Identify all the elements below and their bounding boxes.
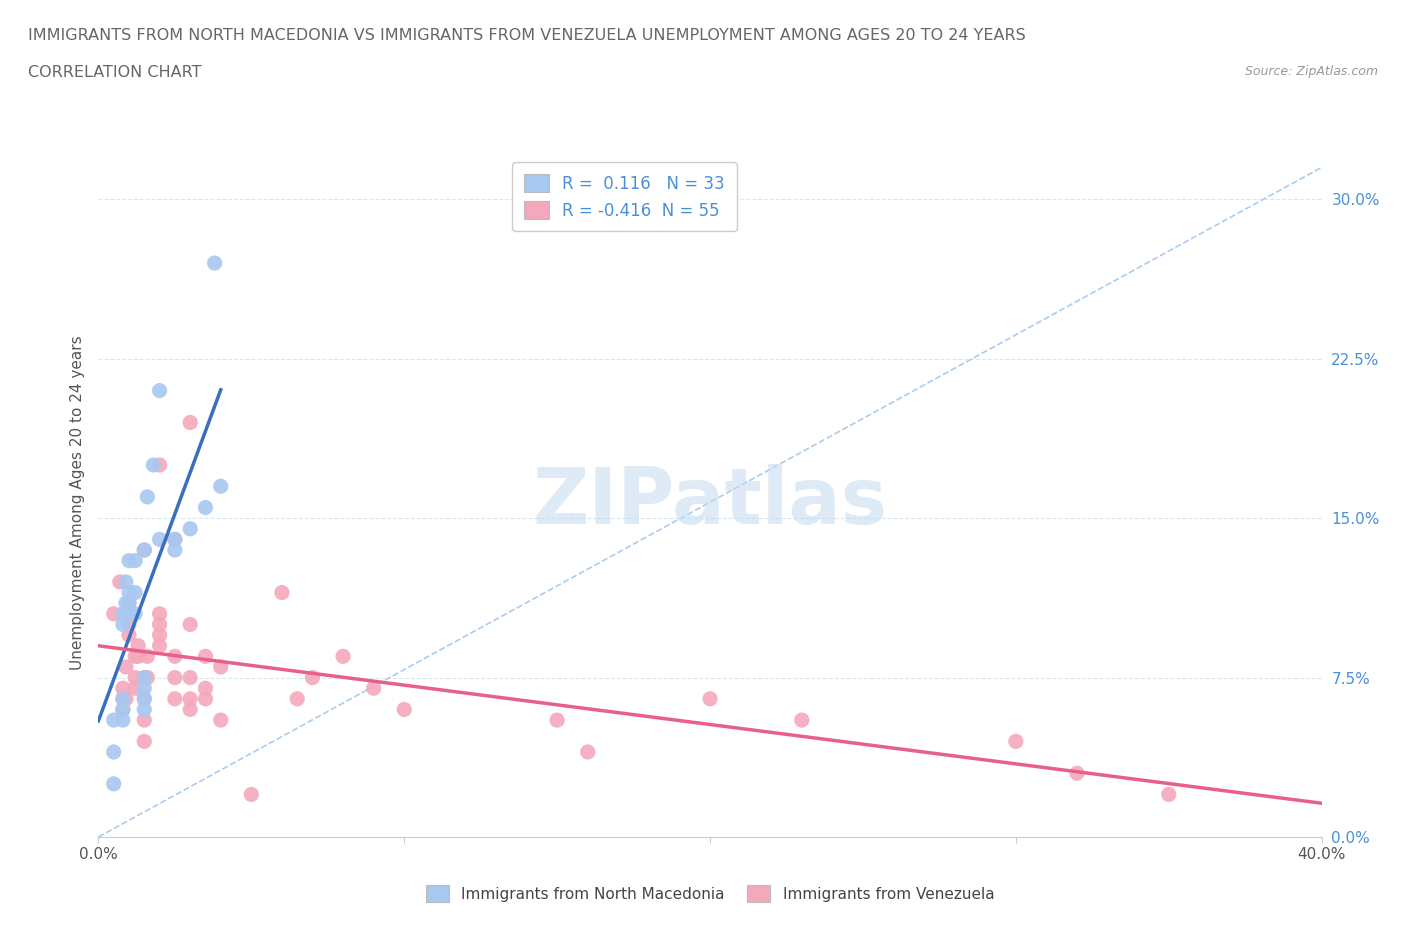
Point <box>270 585 292 600</box>
Point <box>111 606 134 621</box>
Point <box>332 649 354 664</box>
Point <box>392 702 416 717</box>
Point <box>115 606 138 621</box>
Point <box>301 671 323 685</box>
Point <box>209 712 232 727</box>
Point <box>699 691 721 706</box>
Point <box>111 681 134 696</box>
Point <box>194 681 217 696</box>
Point <box>111 691 134 706</box>
Point <box>179 702 201 717</box>
Point <box>115 659 138 674</box>
Point <box>124 671 146 685</box>
Text: ZIPatlas: ZIPatlas <box>533 464 887 540</box>
Text: Source: ZipAtlas.com: Source: ZipAtlas.com <box>1244 65 1378 78</box>
Point <box>134 671 156 685</box>
Point <box>240 787 263 802</box>
Point <box>194 500 217 515</box>
Point <box>111 702 134 717</box>
Point <box>209 479 232 494</box>
Point <box>124 606 146 621</box>
Point <box>103 777 125 791</box>
Y-axis label: Unemployment Among Ages 20 to 24 years: Unemployment Among Ages 20 to 24 years <box>69 335 84 670</box>
Point <box>1157 787 1180 802</box>
Point <box>163 671 186 685</box>
Point <box>118 617 141 631</box>
Point <box>124 649 146 664</box>
Point <box>179 415 201 430</box>
Point <box>149 617 172 631</box>
Point <box>285 691 308 706</box>
Point <box>149 458 172 472</box>
Point <box>134 671 156 685</box>
Point <box>118 596 141 611</box>
Point <box>163 691 186 706</box>
Point <box>115 596 138 611</box>
Point <box>136 489 159 504</box>
Point <box>136 649 159 664</box>
Point <box>111 691 134 706</box>
Point <box>576 745 599 760</box>
Point <box>115 691 138 706</box>
Point <box>179 671 201 685</box>
Point <box>103 606 125 621</box>
Point <box>111 617 134 631</box>
Point <box>118 628 141 643</box>
Point <box>118 596 141 611</box>
Point <box>163 532 186 547</box>
Point <box>179 691 201 706</box>
Point <box>124 681 146 696</box>
Point <box>790 712 813 727</box>
Point <box>118 606 141 621</box>
Point <box>111 712 134 727</box>
Point <box>142 458 165 472</box>
Point <box>179 617 201 631</box>
Point <box>118 585 141 600</box>
Point <box>134 542 156 557</box>
Point <box>209 659 232 674</box>
Point <box>363 681 385 696</box>
Point <box>149 638 172 653</box>
Point <box>136 671 159 685</box>
Point <box>134 691 156 706</box>
Point <box>149 383 172 398</box>
Point <box>1066 765 1088 780</box>
Point <box>127 649 149 664</box>
Point <box>134 681 156 696</box>
Point <box>103 745 125 760</box>
Point <box>134 542 156 557</box>
Point <box>194 649 217 664</box>
Point <box>111 702 134 717</box>
Point <box>134 702 156 717</box>
Point <box>179 522 201 537</box>
Point <box>149 628 172 643</box>
Point <box>546 712 568 727</box>
Point <box>163 532 186 547</box>
Point <box>149 532 172 547</box>
Point <box>134 734 156 749</box>
Point <box>1004 734 1026 749</box>
Point <box>124 585 146 600</box>
Point <box>118 553 141 568</box>
Point <box>134 712 156 727</box>
Point <box>163 649 186 664</box>
Text: CORRELATION CHART: CORRELATION CHART <box>28 65 201 80</box>
Text: IMMIGRANTS FROM NORTH MACEDONIA VS IMMIGRANTS FROM VENEZUELA UNEMPLOYMENT AMONG : IMMIGRANTS FROM NORTH MACEDONIA VS IMMIG… <box>28 28 1026 43</box>
Legend: Immigrants from North Macedonia, Immigrants from Venezuela: Immigrants from North Macedonia, Immigra… <box>418 878 1002 910</box>
Point <box>108 575 131 590</box>
Point <box>204 256 226 271</box>
Point <box>127 638 149 653</box>
Point <box>124 553 146 568</box>
Point <box>115 575 138 590</box>
Point <box>103 712 125 727</box>
Point <box>194 691 217 706</box>
Point <box>163 542 186 557</box>
Point <box>134 691 156 706</box>
Point <box>149 606 172 621</box>
